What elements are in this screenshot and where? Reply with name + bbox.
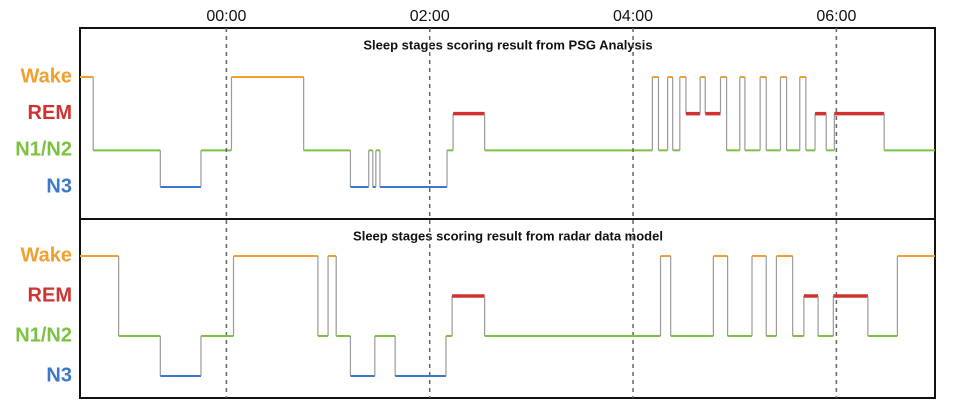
x-tick-label: 06:00 bbox=[816, 8, 856, 25]
y-tick-label: REM bbox=[28, 284, 72, 306]
y-tick-label: N1/N2 bbox=[15, 139, 72, 161]
frame bbox=[79, 27, 936, 399]
y-tick-label: Wake bbox=[20, 65, 72, 87]
x-tick-label: 04:00 bbox=[613, 8, 653, 25]
y-tick-label: REM bbox=[28, 102, 72, 124]
chart-title: Sleep stages scoring result from PSG Ana… bbox=[363, 37, 652, 52]
y-tick-label: N3 bbox=[46, 175, 72, 197]
y-tick-label: Wake bbox=[20, 244, 72, 266]
y-tick-label: N3 bbox=[46, 364, 72, 386]
chart-title: Sleep stages scoring result from radar d… bbox=[353, 228, 663, 243]
x-tick-label: 00:00 bbox=[206, 8, 246, 25]
x-tick-label: 02:00 bbox=[410, 8, 450, 25]
y-tick-label: N1/N2 bbox=[15, 324, 72, 346]
